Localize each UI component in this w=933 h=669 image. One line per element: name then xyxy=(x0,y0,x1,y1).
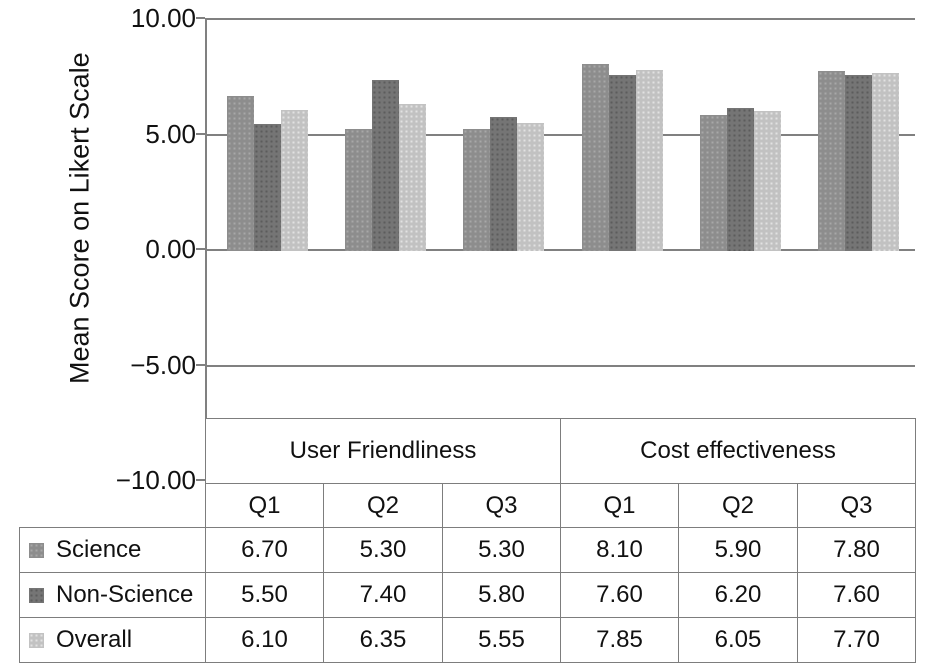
gridline xyxy=(207,364,915,367)
value-cell: 5.30 xyxy=(323,527,443,573)
y-tick-mark xyxy=(196,479,205,481)
bar-science-q2-1 xyxy=(345,129,372,251)
group-header-cell: User Friendliness xyxy=(205,418,561,484)
bar-non-science-q3-5 xyxy=(845,75,872,251)
value-cell: 7.60 xyxy=(560,572,679,618)
legend-swatch-science-icon xyxy=(29,542,44,558)
legend-cell: Non-Science xyxy=(19,572,206,618)
bar-overall-q2-1 xyxy=(399,104,426,251)
value-cell: 6.20 xyxy=(678,572,798,618)
bar-non-science-q2-4 xyxy=(727,108,754,251)
value-cell: 6.35 xyxy=(323,617,443,663)
group-header-cell: Cost effectiveness xyxy=(560,418,916,484)
y-tick-label: −10.00 xyxy=(115,465,196,495)
bar-non-science-q3-2 xyxy=(490,117,517,251)
bar-overall-q1-3 xyxy=(636,70,663,251)
value-cell: 5.90 xyxy=(678,527,798,573)
bar-overall-q3-5 xyxy=(872,73,899,251)
quarter-header-cell: Q3 xyxy=(797,483,916,528)
y-tick-mark xyxy=(196,132,205,135)
value-cell: 6.10 xyxy=(205,617,324,663)
quarter-header-cell: Q1 xyxy=(205,483,324,528)
y-tick-mark xyxy=(196,17,205,19)
bar-non-science-q1-3 xyxy=(609,75,636,251)
bar-science-q1-3 xyxy=(582,64,609,251)
legend-label: Non-Science xyxy=(56,581,194,608)
y-tick-label: 5.00 xyxy=(145,118,196,149)
value-cell: 6.70 xyxy=(205,527,324,573)
legend-cell: Overall xyxy=(19,617,206,663)
gridline xyxy=(207,18,915,20)
bar-science-q2-4 xyxy=(700,115,727,251)
quarter-header-cell: Q1 xyxy=(560,483,679,528)
gridline xyxy=(207,133,915,136)
value-cell: 7.70 xyxy=(797,617,916,663)
bar-science-q3-5 xyxy=(818,71,845,251)
value-cell: 7.60 xyxy=(797,572,916,618)
value-cell: 6.05 xyxy=(678,617,798,663)
bar-overall-q3-2 xyxy=(517,123,544,251)
bar-overall-q1-0 xyxy=(281,110,308,251)
gridline xyxy=(207,249,915,251)
bar-non-science-q2-1 xyxy=(372,80,399,251)
y-tick-mark xyxy=(196,363,205,366)
legend-label: Science xyxy=(56,536,142,563)
value-cell: 5.50 xyxy=(205,572,324,618)
quarter-header-cell: Q2 xyxy=(323,483,443,528)
value-cell: 5.80 xyxy=(442,572,561,618)
bar-science-q1-0 xyxy=(227,96,254,251)
value-cell: 7.85 xyxy=(560,617,679,663)
y-tick-label: −5.00 xyxy=(130,349,196,380)
value-cell: 7.40 xyxy=(323,572,443,618)
legend-swatch-overall-icon xyxy=(29,632,44,648)
bar-overall-q2-4 xyxy=(754,111,781,251)
quarter-header-cell: Q2 xyxy=(678,483,798,528)
value-cell: 5.30 xyxy=(442,527,561,573)
legend-label: Overall xyxy=(56,626,133,653)
y-tick-label: 0.00 xyxy=(145,234,196,264)
plot-area xyxy=(205,18,915,418)
value-cell: 8.10 xyxy=(560,527,679,573)
bar-science-q3-2 xyxy=(463,129,490,251)
y-tick-label: 10.00 xyxy=(130,3,196,33)
legend-swatch-non-science-icon xyxy=(29,587,44,603)
quarter-header-cell: Q3 xyxy=(442,483,561,528)
bar-non-science-q1-0 xyxy=(254,124,281,251)
y-tick-mark xyxy=(196,248,205,250)
value-cell: 7.80 xyxy=(797,527,916,573)
legend-cell: Science xyxy=(19,527,206,573)
value-cell: 5.55 xyxy=(442,617,561,663)
